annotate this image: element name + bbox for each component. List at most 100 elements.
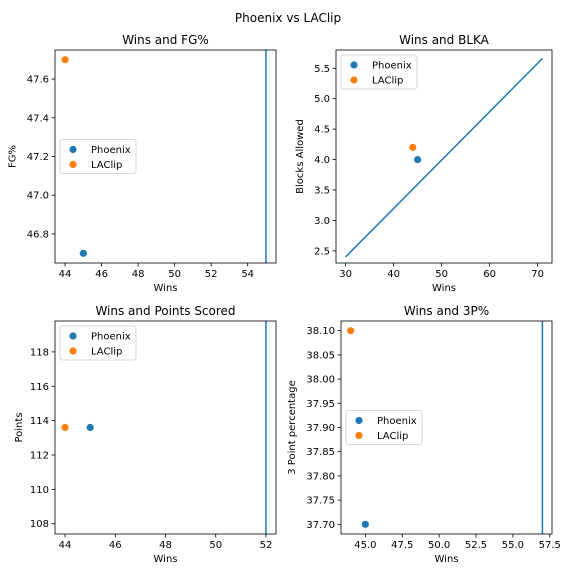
legend-label-laclip: LAClip — [372, 76, 403, 87]
y-tick-label: 38.00 — [306, 375, 335, 386]
plot-area — [61, 50, 267, 263]
legend-marker-laclip — [69, 160, 77, 169]
x-tick-label: 70 — [531, 269, 544, 280]
x-tick-label: 50 — [209, 540, 222, 551]
plot-area — [345, 57, 543, 258]
x-axis-label: Wins — [432, 283, 456, 294]
y-tick-label: 37.90 — [306, 423, 335, 434]
legend-marker-phoenix — [69, 332, 77, 340]
x-tick-label: 50 — [435, 269, 448, 280]
x-tick-label: 52.5 — [465, 540, 487, 551]
subplot-title: Wins and Points Scored — [95, 304, 235, 318]
legend-label-phoenix: Phoenix — [377, 416, 417, 427]
x-tick-label: 50 — [168, 269, 181, 280]
x-tick-label: 44 — [59, 540, 72, 551]
legend-marker-phoenix — [355, 416, 363, 425]
subplot-2: Wins and BLKA 30 40 50 60 70 2.5 3.0 3.5 4.0 4.5 5.… — [295, 33, 553, 294]
point-laclip — [61, 56, 69, 64]
y-tick-label: 112 — [30, 450, 49, 461]
x-tick-label: 46 — [95, 269, 108, 280]
y-tick-label: 114 — [30, 416, 49, 427]
plot-area — [346, 321, 544, 534]
y-tick-label: 47.6 — [27, 75, 49, 86]
subplot-title: Wins and FG% — [122, 33, 209, 47]
legend: Phoenix LAClip — [59, 325, 137, 361]
legend: Phoenix LAClip — [59, 139, 137, 174]
x-tick-label: 40 — [387, 269, 400, 280]
legend-label-phoenix: Phoenix — [91, 332, 131, 343]
x-tick-label: 57.5 — [539, 540, 561, 551]
legend: Phoenix LAClip — [345, 410, 423, 445]
x-tick-label: 44 — [59, 269, 72, 280]
legend-marker-phoenix — [69, 145, 77, 154]
legend-marker-phoenix — [350, 61, 358, 69]
y-tick-label: 3.5 — [314, 185, 330, 196]
axes-frame — [335, 49, 553, 264]
x-tick-label: 46 — [109, 540, 122, 551]
legend-box — [345, 410, 423, 445]
y-axis-label: Points — [14, 412, 25, 442]
y-tick-label: 37.80 — [306, 471, 335, 482]
y-tick-label: 38.05 — [306, 350, 335, 361]
subplot-1: Wins and FG% 44 46 48 50 52 54 46.8 47.0 47.2 47.4… — [7, 33, 277, 294]
trend-line — [345, 57, 543, 258]
x-tick-label: 60 — [483, 269, 496, 280]
y-tick-label: 46.8 — [27, 229, 49, 240]
legend-label-laclip: LAClip — [377, 431, 408, 442]
legend-label-laclip: LAClip — [91, 160, 122, 171]
y-tick-label: 4.5 — [314, 125, 330, 136]
y-tick-label: 47.2 — [27, 152, 49, 163]
legend-marker-laclip — [350, 76, 358, 84]
legend-box — [340, 54, 418, 90]
point-laclip — [61, 423, 69, 432]
axes-frame — [54, 49, 277, 264]
subplot-title: Wins and BLKA — [399, 33, 490, 47]
x-tick-label: 54 — [241, 269, 254, 280]
plot-area — [61, 321, 267, 534]
y-tick-label: 118 — [30, 347, 49, 358]
subplot-4: Wins and 3P% 45.0 47.5 50.0 52.5 55.0 57.5 37.7… — [287, 304, 561, 565]
x-tick-label: 50.0 — [428, 540, 450, 551]
figure-title: Phoenix vs LAClip — [234, 11, 342, 25]
x-tick-label: 45.0 — [354, 540, 376, 551]
x-axis-label: Wins — [154, 554, 178, 565]
y-tick-label: 37.85 — [306, 447, 335, 458]
y-tick-label: 3.0 — [314, 216, 330, 227]
legend-marker-laclip — [69, 347, 77, 355]
y-axis-label: FG% — [7, 145, 18, 168]
subplot-3: Wins and Points Scored 44 46 48 50 52 108 110 11… — [14, 304, 277, 565]
legend-label-laclip: LAClip — [91, 347, 122, 358]
x-axis-label: Wins — [154, 283, 178, 294]
x-tick-label: 47.5 — [391, 540, 413, 551]
x-tick-label: 52 — [260, 540, 273, 551]
x-tick-label: 48 — [159, 540, 172, 551]
y-tick-label: 37.95 — [306, 399, 335, 410]
x-axis-label: Wins — [435, 554, 459, 565]
x-tick-label: 55.0 — [502, 540, 524, 551]
y-tick-label: 5.5 — [314, 64, 330, 75]
y-tick-label: 116 — [30, 382, 49, 393]
point-phoenix — [361, 520, 369, 528]
legend: Phoenix LAClip — [340, 54, 418, 90]
axes-frame — [54, 320, 277, 535]
y-tick-label: 47.4 — [27, 113, 49, 124]
x-tick-label: 48 — [132, 269, 145, 280]
y-tick-label: 38.10 — [306, 326, 335, 337]
y-tick-label: 4.0 — [314, 155, 330, 166]
legend-box — [59, 139, 137, 174]
legend-label-phoenix: Phoenix — [91, 145, 131, 156]
point-laclip — [409, 143, 417, 151]
y-axis-label: 3 Point percentage — [287, 380, 298, 474]
y-tick-label: 37.75 — [306, 496, 335, 507]
point-laclip — [346, 327, 355, 335]
point-phoenix — [79, 249, 87, 257]
legend-marker-laclip — [355, 431, 363, 440]
point-phoenix — [86, 423, 94, 432]
axes-frame — [340, 320, 553, 535]
y-axis-label: Blocks Allowed — [295, 119, 306, 194]
legend-box — [59, 325, 137, 361]
y-tick-label: 37.70 — [306, 520, 335, 531]
y-tick-label: 47.0 — [27, 191, 49, 202]
x-tick-label: 52 — [205, 269, 218, 280]
